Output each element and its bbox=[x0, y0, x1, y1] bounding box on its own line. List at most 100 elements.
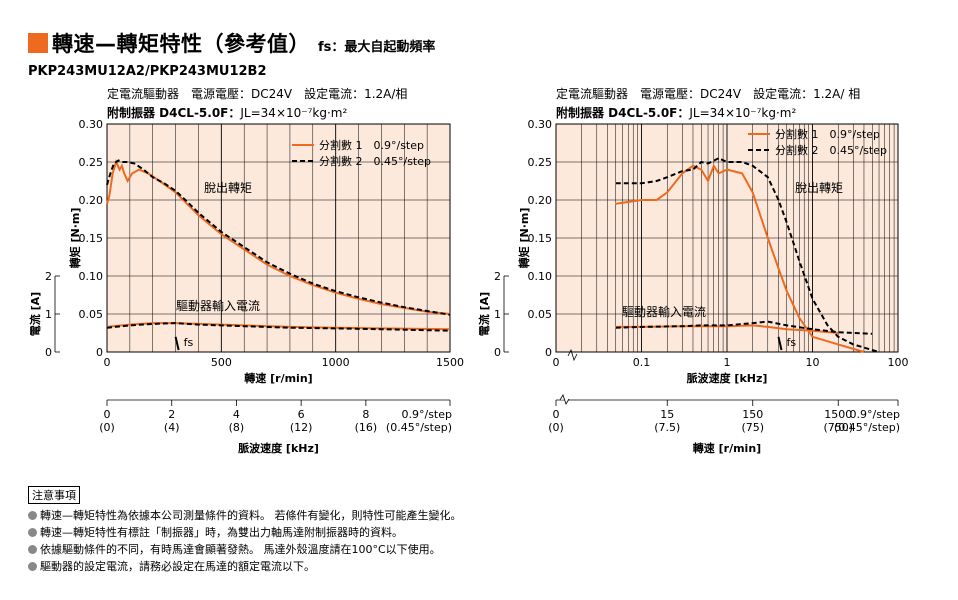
secondary-tick-sub-label: (12) bbox=[290, 421, 313, 434]
y-tick-label: 0.30 bbox=[79, 118, 104, 131]
chart-header-line1: 定電流驅動器 電源電壓：DC24V 設定電流：1.2A/ 相 bbox=[556, 86, 860, 101]
secondary-tick-sub-label: (75) bbox=[741, 421, 764, 434]
x-axis-label: 脈波速度 [kHz] bbox=[687, 371, 768, 385]
secondary-tick-label: 8 bbox=[362, 408, 369, 421]
current-tick-label: 1 bbox=[45, 308, 52, 321]
x-tick-label: 1500 bbox=[436, 356, 464, 369]
y-tick-label: 0.05 bbox=[79, 308, 104, 321]
secondary-tick-sub-label: (0) bbox=[548, 421, 564, 434]
y-tick-label: 0.15 bbox=[79, 232, 104, 245]
legend-label: 分割數 1 0.9°/step bbox=[775, 127, 880, 141]
x-tick-label: 0 bbox=[104, 356, 111, 369]
legend-label: 分割數 2 0.45°/step bbox=[319, 154, 431, 168]
secondary-tick-label: 4 bbox=[233, 408, 240, 421]
chart-header-line2: 附制振器 D4CL-5.0F：JL=34×10⁻⁷kg·m² bbox=[556, 105, 796, 120]
plot-frame bbox=[106, 123, 451, 353]
x-tick-label: 100 bbox=[888, 356, 909, 369]
fs-marker bbox=[777, 336, 783, 351]
y-tick-label: 0.20 bbox=[79, 194, 104, 207]
y-tick-label: 0 bbox=[96, 346, 103, 359]
y-tick-label: 0.20 bbox=[528, 194, 553, 207]
secondary-tick-sub-label: (16) bbox=[355, 421, 378, 434]
bullet-icon bbox=[28, 511, 37, 520]
current-axis-label: 電流 [A] bbox=[477, 292, 491, 336]
secondary-tick-label: 0 bbox=[553, 408, 560, 421]
secondary-tick-sub-label: (4) bbox=[164, 421, 180, 434]
secondary-tick-sub-label: (0.45°/step) bbox=[834, 421, 900, 434]
y-tick-label: 0.25 bbox=[528, 156, 553, 169]
current-tick-label: 0 bbox=[494, 346, 501, 359]
x-tick-label: 10 bbox=[806, 356, 820, 369]
secondary-tick-label: 1500 bbox=[824, 408, 852, 421]
secondary-tick-sub-label: (0) bbox=[99, 421, 115, 434]
note-item: 依據驅動條件的不同，有時馬達會顯著發熱。 馬達外殼溫度請在100°C以下使用。 bbox=[28, 541, 462, 558]
current-axis-label: 電流 [A] bbox=[28, 292, 42, 336]
note-item: 轉速—轉矩特性有標註「制振器」時，為雙出力軸馬達附制振器時的資料。 bbox=[28, 524, 462, 541]
chart-header-line1: 定電流驅動器 電源電壓：DC24V 設定電流：1.2A/相 bbox=[107, 86, 407, 101]
y-axis-label: 轉矩 [N·m] bbox=[68, 208, 82, 269]
secondary-tick-sub-label: (750) bbox=[823, 421, 853, 434]
legend-label: 分割數 1 0.9°/step bbox=[319, 138, 424, 152]
secondary-tick-label: 150 bbox=[742, 408, 763, 421]
series-line bbox=[615, 320, 873, 335]
fs-label: fs bbox=[786, 336, 796, 349]
series-line bbox=[106, 159, 451, 316]
pullout-label: 脫出轉矩 bbox=[795, 180, 843, 195]
model-name: PKP243MU12A2/PKP243MU12B2 bbox=[28, 64, 267, 79]
secondary-tick-sub-label: (8) bbox=[229, 421, 245, 434]
y-axis-label: 轉矩 [N·m] bbox=[517, 208, 531, 269]
page-subtitle: fs：最大自起動頻率 bbox=[318, 40, 436, 55]
y-tick-label: 0.05 bbox=[528, 308, 553, 321]
note-item: 驅動器的設定電流，請務必設定在馬達的額定電流以下。 bbox=[28, 558, 462, 575]
bullet-icon bbox=[28, 562, 37, 571]
pullout-label: 脫出轉矩 bbox=[204, 180, 252, 195]
series-line bbox=[106, 159, 451, 315]
secondary-axis-label: 脈波速度 [kHz] bbox=[238, 441, 319, 455]
series-line bbox=[615, 324, 839, 334]
series-line bbox=[106, 322, 451, 332]
current-label: 驅動器輸入電流 bbox=[622, 304, 706, 319]
x-tick-label: 500 bbox=[211, 356, 232, 369]
legend-label: 分割數 2 0.45°/step bbox=[775, 143, 887, 157]
y-tick-label: 0.15 bbox=[528, 232, 553, 245]
y-tick-label: 0.30 bbox=[528, 118, 553, 131]
y-tick-label: 0.10 bbox=[79, 270, 104, 283]
secondary-tick-label: 15 bbox=[660, 408, 674, 421]
y-tick-label: 0 bbox=[545, 346, 552, 359]
secondary-tick-label: 0.9°/step bbox=[850, 408, 901, 421]
chart-header-line2: 附制振器 D4CL-5.0F：JL=34×10⁻⁷kg·m² bbox=[107, 105, 347, 120]
current-tick-label: 2 bbox=[494, 270, 501, 283]
series-line bbox=[615, 163, 865, 353]
current-tick-label: 0 bbox=[45, 346, 52, 359]
secondary-tick-label: 2 bbox=[168, 408, 175, 421]
x-tick-label: 1000 bbox=[322, 356, 350, 369]
secondary-tick-sub-label: (7.5) bbox=[654, 421, 680, 434]
plot-frame bbox=[555, 123, 899, 353]
current-tick-label: 2 bbox=[45, 270, 52, 283]
series-line bbox=[615, 157, 880, 353]
bullet-icon bbox=[28, 545, 37, 554]
current-label: 驅動器輸入電流 bbox=[176, 298, 260, 313]
secondary-tick-label: 0 bbox=[104, 408, 111, 421]
notes-heading: 注意事項 bbox=[28, 486, 80, 504]
y-tick-label: 0.10 bbox=[528, 270, 553, 283]
x-tick-label: 0.1 bbox=[633, 356, 651, 369]
secondary-tick-sub-label: (0.45°/step) bbox=[386, 421, 452, 434]
note-item: 轉速—轉矩特性為依據本公司測量條件的資料。 若條件有變化，則特性可能產生變化。 bbox=[28, 507, 462, 524]
bullet-icon bbox=[28, 528, 37, 537]
y-tick-label: 0.25 bbox=[79, 156, 104, 169]
x-tick-label: 0 bbox=[553, 356, 560, 369]
title-square-icon bbox=[28, 33, 48, 53]
current-tick-label: 1 bbox=[494, 308, 501, 321]
secondary-tick-label: 0.9°/step bbox=[402, 408, 453, 421]
fs-label: fs bbox=[184, 336, 194, 349]
fs-marker bbox=[174, 336, 180, 351]
notes-section: 注意事項 轉速—轉矩特性為依據本公司測量條件的資料。 若條件有變化，則特性可能產… bbox=[28, 486, 462, 575]
page-title: 轉速—轉矩特性（參考值） bbox=[52, 32, 310, 56]
axis-break-icon bbox=[559, 394, 570, 405]
x-tick-label: 1 bbox=[724, 356, 731, 369]
secondary-tick-label: 6 bbox=[298, 408, 305, 421]
secondary-axis-label: 轉速 [r/min] bbox=[693, 441, 761, 455]
x-axis-label: 轉速 [r/min] bbox=[244, 371, 312, 385]
